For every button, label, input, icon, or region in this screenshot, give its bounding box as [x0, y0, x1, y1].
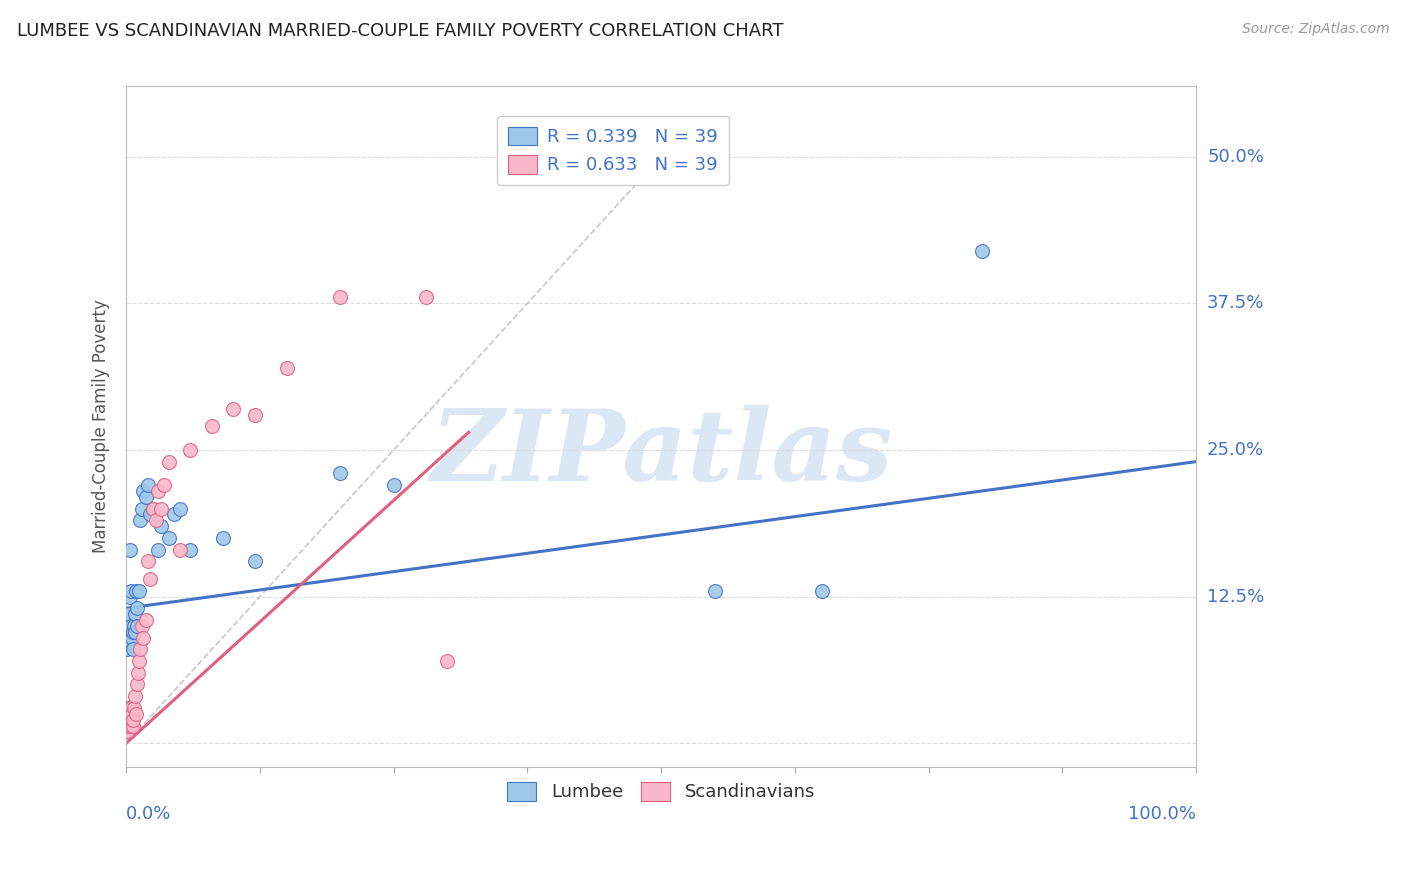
Point — [120, 701, 142, 715]
Point — [125, 677, 148, 691]
Point — [125, 706, 148, 721]
Point — [139, 572, 162, 586]
Point — [131, 619, 153, 633]
Point — [128, 583, 150, 598]
Point — [132, 483, 155, 498]
Point — [131, 501, 153, 516]
Point — [163, 508, 186, 522]
Point — [222, 401, 245, 416]
Point — [121, 642, 143, 657]
Point — [122, 701, 145, 715]
Point — [118, 706, 141, 721]
Point — [139, 508, 162, 522]
Point — [121, 636, 143, 650]
Point — [124, 607, 146, 621]
Point — [169, 501, 191, 516]
Point — [125, 601, 148, 615]
Point — [120, 583, 142, 598]
Point — [810, 583, 832, 598]
Point — [121, 718, 143, 732]
Point — [121, 624, 143, 639]
Point — [148, 483, 170, 498]
Text: ZIPatlas: ZIPatlas — [430, 406, 893, 502]
Point — [970, 244, 993, 258]
Point — [169, 542, 191, 557]
Point — [121, 713, 143, 727]
Point — [120, 619, 142, 633]
Point — [136, 554, 159, 568]
Point — [117, 724, 139, 739]
Point — [276, 360, 298, 375]
Point — [436, 654, 458, 668]
Point — [125, 583, 148, 598]
Point — [179, 442, 201, 457]
Text: 25.0%: 25.0% — [1208, 441, 1264, 458]
Legend: Lumbee, Scandinavians: Lumbee, Scandinavians — [501, 775, 823, 808]
Point — [117, 701, 139, 715]
Point — [211, 531, 233, 545]
Text: 12.5%: 12.5% — [1208, 588, 1264, 606]
Point — [142, 501, 165, 516]
Point — [157, 531, 180, 545]
Point — [329, 290, 352, 304]
Point — [149, 501, 172, 516]
Point — [243, 554, 266, 568]
Point — [118, 631, 141, 645]
Point — [135, 613, 157, 627]
Text: 37.5%: 37.5% — [1208, 294, 1264, 312]
Text: 0.0%: 0.0% — [127, 805, 172, 823]
Point — [122, 619, 145, 633]
Point — [118, 590, 141, 604]
Point — [145, 513, 167, 527]
Point — [117, 607, 139, 621]
Text: 100.0%: 100.0% — [1128, 805, 1197, 823]
Point — [243, 408, 266, 422]
Point — [117, 642, 139, 657]
Point — [129, 642, 152, 657]
Point — [149, 519, 172, 533]
Point — [201, 419, 224, 434]
Point — [129, 513, 152, 527]
Point — [329, 467, 352, 481]
Point — [121, 706, 143, 721]
Point — [121, 631, 143, 645]
Point — [382, 478, 405, 492]
Point — [136, 478, 159, 492]
Y-axis label: Married-Couple Family Poverty: Married-Couple Family Poverty — [93, 300, 110, 553]
Point — [415, 290, 437, 304]
Point — [117, 619, 139, 633]
Point — [124, 624, 146, 639]
Point — [142, 501, 165, 516]
Point — [157, 455, 180, 469]
Text: 50.0%: 50.0% — [1208, 148, 1264, 166]
Text: LUMBEE VS SCANDINAVIAN MARRIED-COUPLE FAMILY POVERTY CORRELATION CHART: LUMBEE VS SCANDINAVIAN MARRIED-COUPLE FA… — [17, 22, 783, 40]
Point — [179, 542, 201, 557]
Point — [124, 690, 146, 704]
Point — [135, 490, 157, 504]
Point — [118, 542, 141, 557]
Point — [128, 654, 150, 668]
Point — [703, 583, 725, 598]
Point — [121, 713, 143, 727]
Text: Source: ZipAtlas.com: Source: ZipAtlas.com — [1241, 22, 1389, 37]
Point — [117, 713, 139, 727]
Point — [152, 478, 174, 492]
Point — [132, 631, 155, 645]
Point — [148, 542, 170, 557]
Point — [125, 619, 148, 633]
Point — [117, 718, 139, 732]
Point — [120, 718, 142, 732]
Point — [127, 665, 149, 680]
Point — [118, 713, 141, 727]
